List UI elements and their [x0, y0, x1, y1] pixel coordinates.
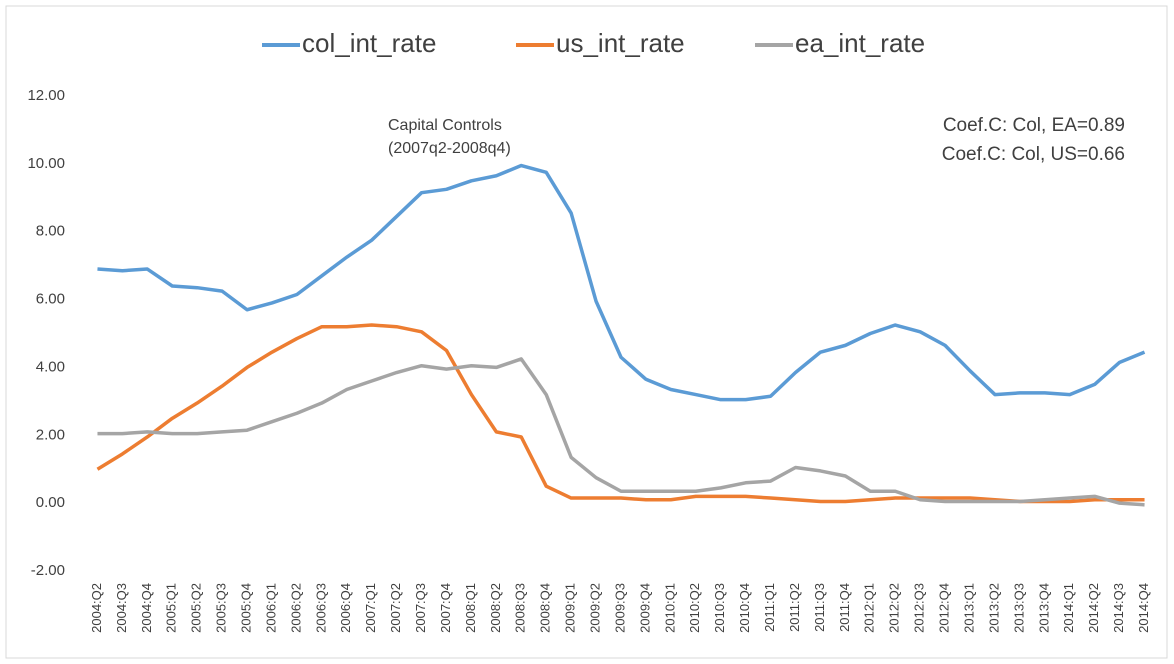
y-tick-label: 10.00 [27, 155, 65, 172]
chart-border [5, 5, 1168, 659]
legend-label: us_int_rate [556, 28, 685, 58]
y-tick-label: 0.00 [36, 494, 65, 511]
x-tick-label: 2010:Q1 [662, 583, 677, 633]
x-tick-label: 2012:Q2 [887, 583, 902, 633]
annotation: Capital Controls [388, 117, 502, 134]
x-tick-label: 2013:Q3 [1011, 583, 1026, 633]
series-line [97, 163, 1146, 402]
x-tick-label: 2009:Q4 [637, 583, 652, 633]
x-tick-label: 2009:Q3 [612, 583, 627, 633]
x-tick-label: 2009:Q1 [563, 583, 578, 633]
x-tick-label: 2008:Q1 [463, 583, 478, 633]
y-tick-label: 6.00 [36, 291, 65, 308]
x-tick-label: 2011:Q3 [812, 583, 827, 632]
x-tick-label: 2010:Q3 [712, 583, 727, 633]
x-tick-label: 2007:Q1 [363, 583, 378, 633]
x-tick-label: 2014:Q1 [1061, 583, 1076, 633]
x-tick-label: 2006:Q4 [338, 583, 353, 633]
y-tick-label: 4.00 [36, 358, 65, 375]
annotation: Coef.C: Col, EA=0.89 [943, 115, 1125, 136]
series-line [97, 357, 1145, 507]
x-tick-label: 2006:Q1 [263, 583, 278, 633]
x-tick-label: 2013:Q2 [986, 583, 1001, 633]
legend-label: ea_int_rate [795, 28, 925, 58]
x-tick-label: 2012:Q4 [937, 583, 952, 633]
x-tick-label: 2008:Q4 [538, 583, 553, 633]
x-tick-label: 2007:Q2 [388, 583, 403, 633]
y-tick-label: 8.00 [36, 223, 65, 240]
annotation: (2007q2-2008q4) [388, 140, 511, 157]
x-tick-label: 2013:Q1 [961, 583, 976, 633]
x-tick-label: 2005:Q4 [238, 583, 253, 633]
x-tick-label: 2004:Q2 [89, 583, 104, 633]
x-tick-label: 2010:Q4 [737, 583, 752, 633]
x-tick-label: 2006:Q2 [288, 583, 303, 633]
annotation: Coef.C: Col, US=0.66 [942, 144, 1125, 165]
x-tick-label: 2008:Q3 [513, 583, 528, 633]
x-tick-label: 2004:Q4 [139, 583, 154, 633]
x-tick-label: 2004:Q3 [114, 583, 129, 633]
x-tick-label: 2014:Q2 [1086, 583, 1101, 633]
x-tick-label: 2013:Q4 [1036, 583, 1051, 633]
x-tick-label: 2008:Q2 [488, 583, 503, 633]
x-tick-label: 2012:Q1 [862, 583, 877, 633]
x-tick-label: 2007:Q4 [438, 583, 453, 633]
x-tick-label: 2011:Q4 [837, 583, 852, 632]
y-tick-label: -2.00 [31, 562, 65, 579]
series-line [96, 323, 1145, 504]
x-tick-label: 2005:Q3 [214, 583, 229, 633]
legend-label: col_int_rate [302, 28, 436, 58]
x-tick-label: 2005:Q2 [189, 583, 204, 633]
x-tick-label: 2011:Q2 [787, 583, 802, 632]
x-tick-label: 2010:Q2 [687, 583, 702, 633]
x-tick-label: 2014:Q4 [1136, 583, 1151, 633]
x-tick-label: 2012:Q3 [912, 583, 927, 633]
x-tick-label: 2011:Q1 [762, 583, 777, 632]
x-tick-label: 2009:Q2 [588, 583, 603, 633]
y-tick-label: 2.00 [36, 426, 65, 443]
x-tick-label: 2014:Q3 [1111, 583, 1126, 633]
x-tick-label: 2006:Q3 [313, 583, 328, 633]
x-tick-label: 2007:Q3 [413, 583, 428, 633]
y-tick-label: 12.00 [27, 87, 65, 104]
x-tick-label: 2005:Q1 [164, 583, 179, 633]
